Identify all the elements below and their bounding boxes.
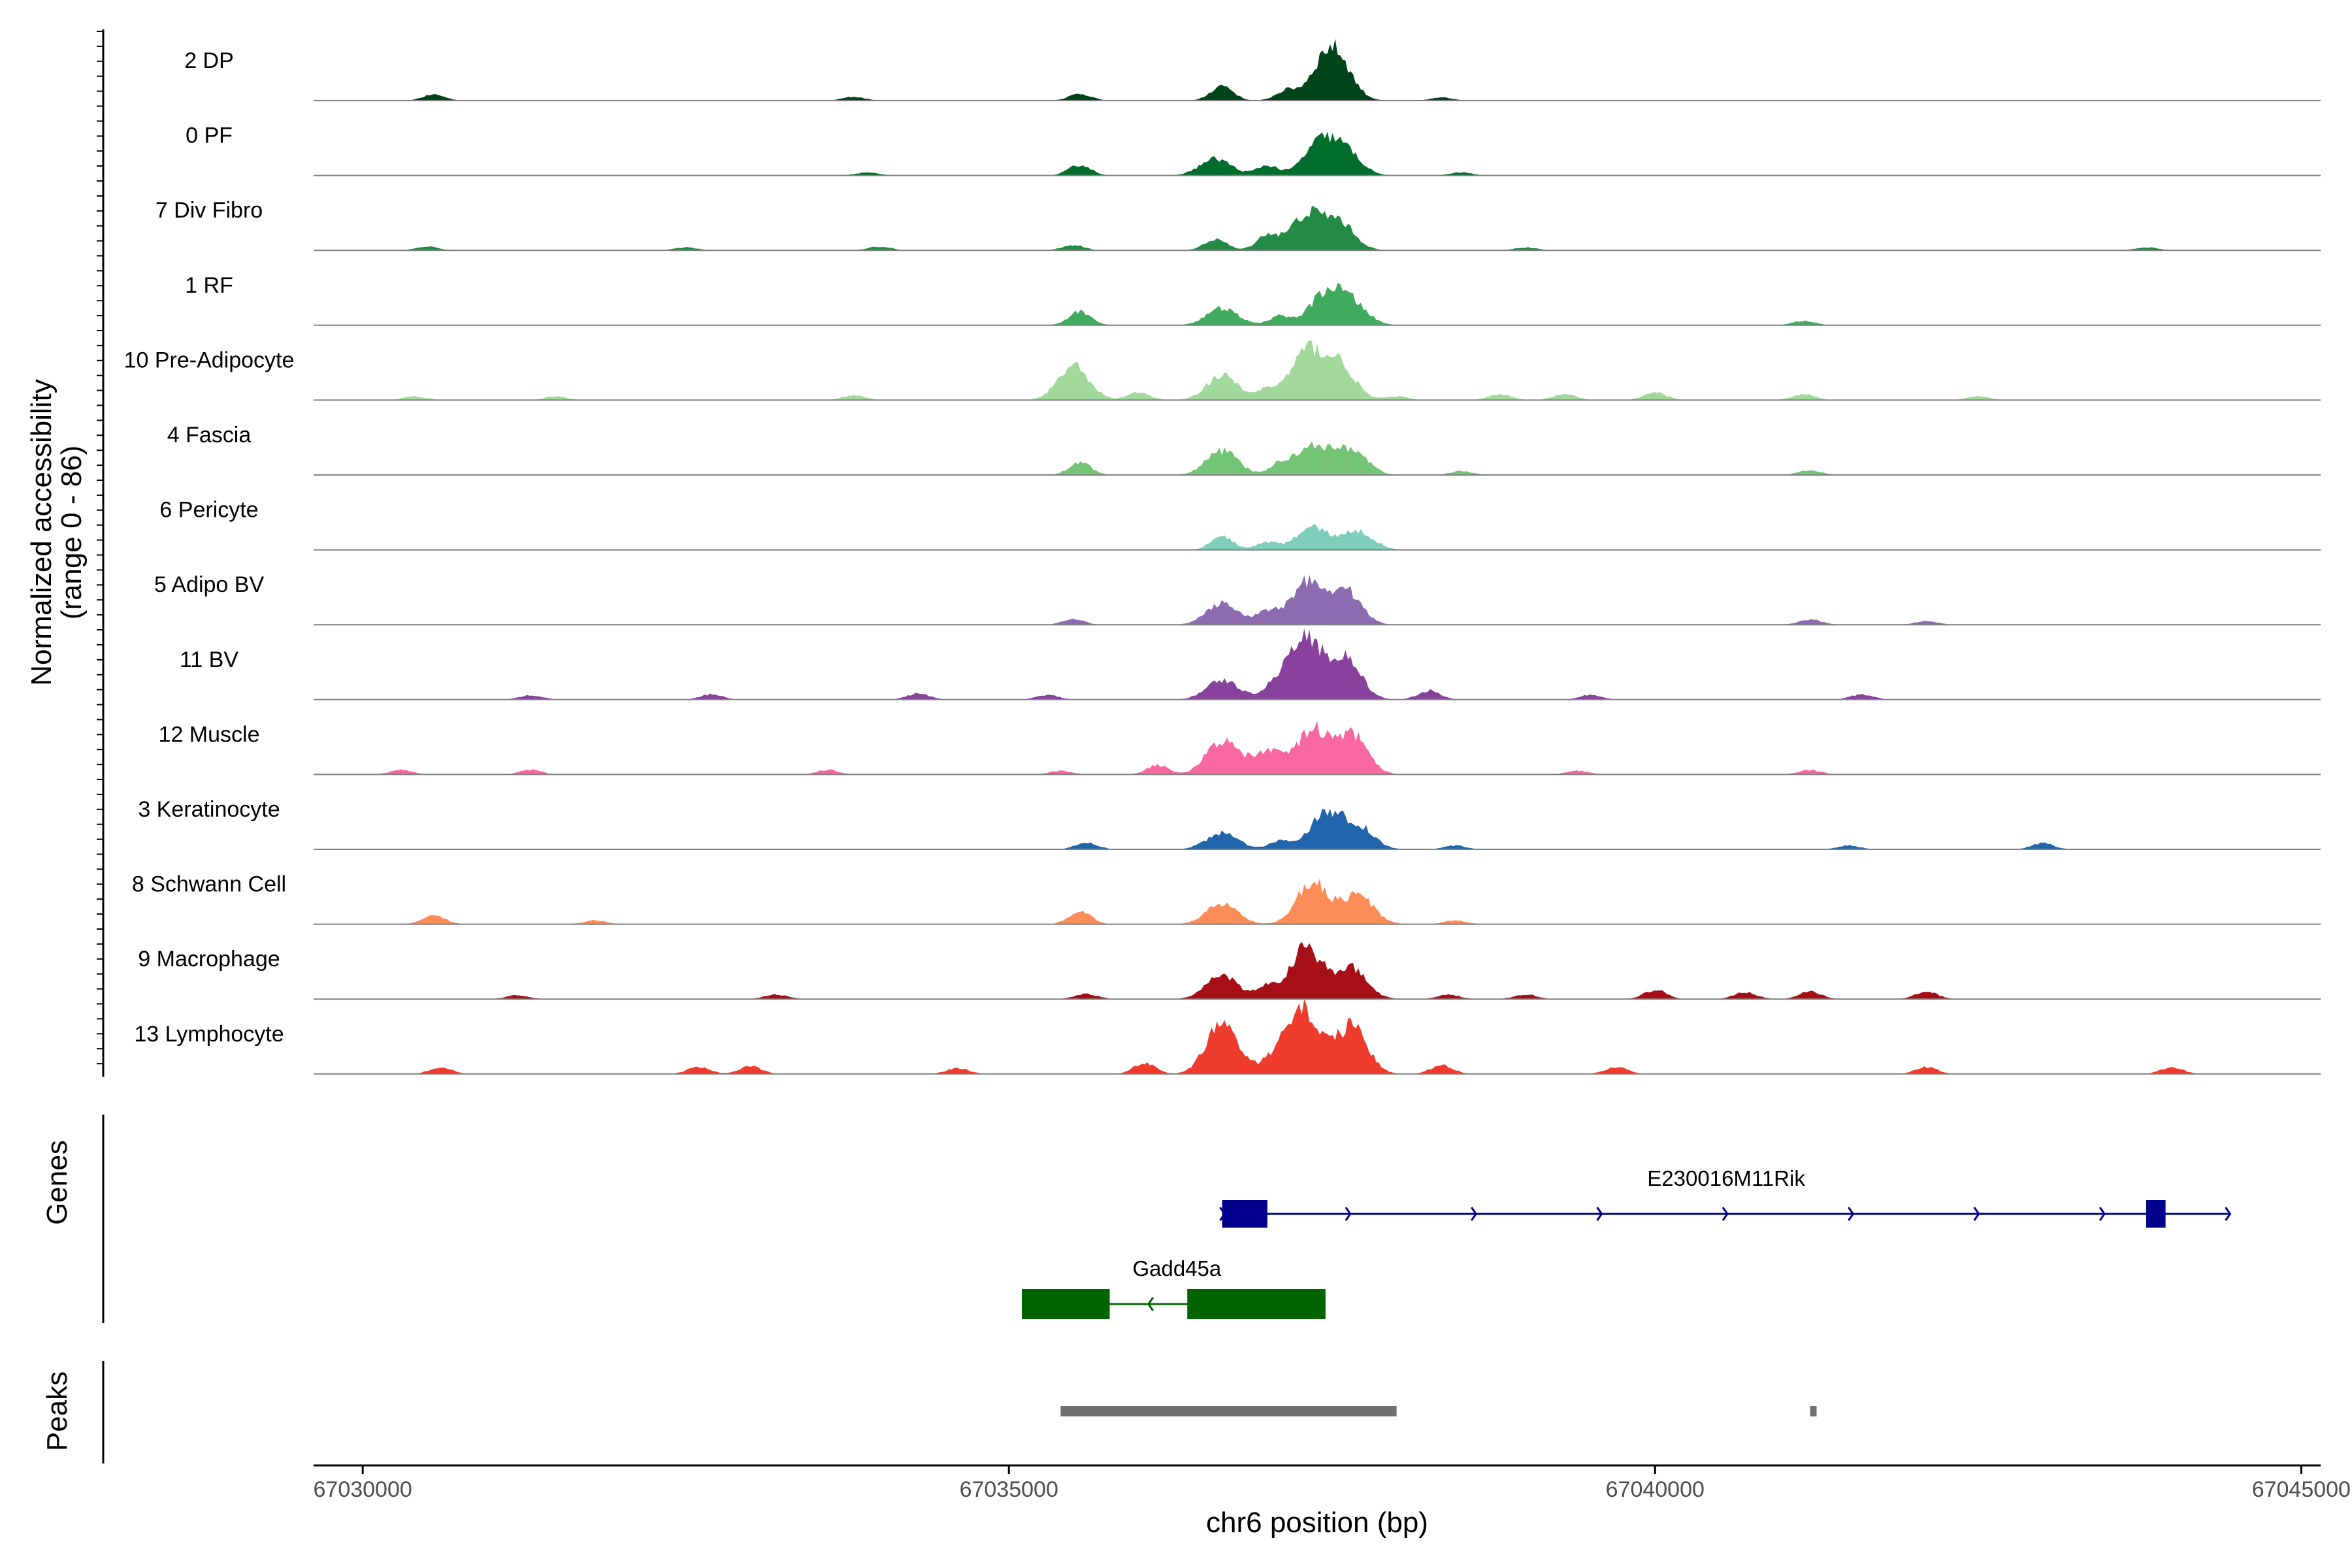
track-11-bv: 11 BV [180,629,2321,700]
coverage-area [314,574,2321,625]
coverage-area [314,283,2321,325]
coverage-area [314,340,2321,400]
strand-arrow [1147,1297,1154,1311]
x-tick-label: 67045000 [2252,1477,2351,1502]
exon-block [1022,1289,1110,1319]
track-3-keratinocyte: 3 Keratinocyte [138,797,2321,850]
exon-block [1187,1289,1326,1319]
track-0-pf: 0 PF [186,123,2321,176]
coverage-area [314,39,2321,101]
track-10-pre-adipocyte: 10 Pre-Adipocyte [124,340,2321,401]
coverage-area [314,941,2321,1000]
x-tick-label: 67030000 [314,1477,412,1502]
coverage-area [314,721,2321,775]
track-13-lymphocyte: 13 Lymphocyte [134,999,2321,1075]
track-label: 5 Adipo BV [154,572,265,597]
genes-panel: E230016M11Rik Gadd45a [102,1115,2232,1323]
track-label: 10 Pre-Adipocyte [124,348,295,372]
x-tick-label: 67040000 [1606,1477,1705,1502]
x-axis: 67030000 67035000 67040000 67045000 [97,29,2351,1502]
strand-arrow [2225,1207,2232,1221]
track-12-muscle: 12 Muscle [159,721,2321,776]
track-label: 13 Lymphocyte [134,1022,284,1047]
gene-label: E230016M11Rik [1647,1166,1805,1190]
peak-region [1060,1406,1397,1416]
exon-block [1222,1200,1267,1228]
y-axis-ticks [97,29,105,1077]
track-label: 0 PF [186,123,233,148]
peak-region [1810,1406,1817,1416]
track-label: 1 RF [185,273,233,298]
coverage-area [314,131,2321,176]
coverage-area [314,808,2321,849]
genes-panel-label: Genes [41,1140,73,1225]
coverage-area [314,629,2321,700]
track-label: 8 Schwann Cell [132,872,286,897]
exon-block [2146,1200,2166,1228]
gene-gadd45a: Gadd45a [1022,1256,1326,1319]
track-5-adipo-bv: 5 Adipo BV [154,572,2321,626]
track-1-rf: 1 RF [185,273,2321,326]
track-label: 9 Macrophage [138,947,280,972]
track-label: 12 Muscle [159,722,260,747]
coverage-tracks: 2 DP 0 PF 7 Div Fibro 1 RF 10 Pre-Adipocyte 4… [124,39,2321,1075]
track-label: 6 Pericyte [159,498,258,523]
gene-label: Gadd45a [1132,1256,1221,1281]
track-4-fascia: 4 Fascia [167,423,2321,476]
track-8-schwann-cell: 8 Schwann Cell [132,872,2321,925]
strand-arrow [1848,1207,1855,1221]
coverage-area [314,523,2321,550]
strand-arrow [1471,1207,1478,1221]
track-label: 4 Fascia [167,423,252,448]
track-9-macrophage: 9 Macrophage [138,941,2321,1000]
strand-arrow [1722,1207,1729,1221]
coverage-area [314,441,2321,475]
x-axis-label: chr6 position (bp) [1206,1507,1428,1539]
peaks-panel-label: Peaks [41,1371,73,1451]
peaks-panel [102,1361,1817,1463]
track-label: 11 BV [180,647,238,672]
track-7-div-fibro: 7 Div Fibro [155,198,2321,252]
coverage-area [314,205,2321,251]
track-2-dp: 2 DP [184,39,2321,101]
strand-arrow [1345,1207,1352,1221]
coverage-area [314,878,2321,924]
track-label: 3 Keratinocyte [138,797,280,822]
x-tick-label: 67035000 [960,1477,1058,1502]
y-axis-range-label: (range 0 - 86) [56,446,88,620]
track-6-pericyte: 6 Pericyte [159,498,2321,551]
track-label: 2 DP [184,48,234,73]
coverage-area [314,999,2321,1074]
y-axis-label: Normalized accessibility [25,379,57,685]
gene-e230016m11rik: E230016M11Rik [1219,1166,2232,1228]
strand-arrow [2099,1207,2106,1221]
track-label: 7 Div Fibro [155,198,263,223]
strand-arrow [1596,1207,1603,1221]
strand-arrow [1973,1207,1980,1221]
y-axis-title: Normalized accessibility (range 0 - 86) [25,379,88,685]
